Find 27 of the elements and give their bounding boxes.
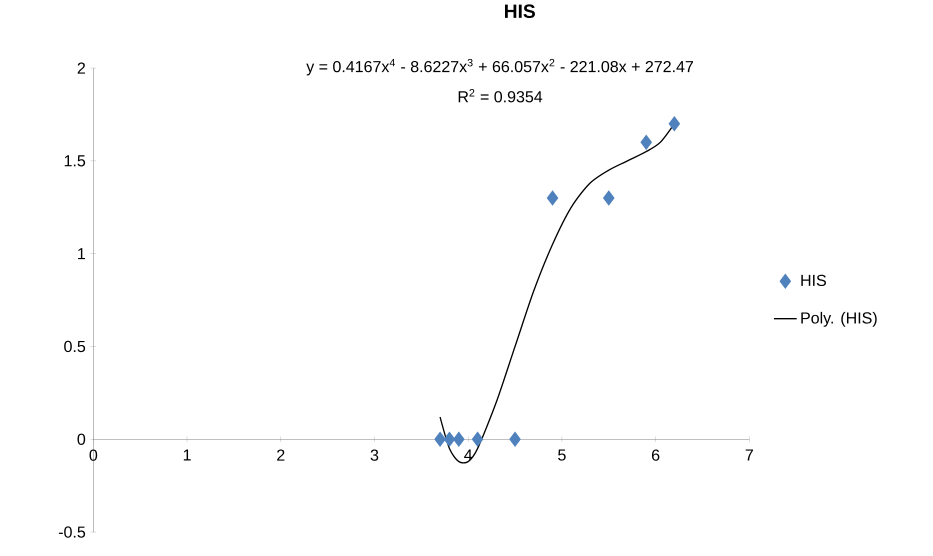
y-tick-label: 2 (78, 62, 85, 74)
x-tick-label: 3 (370, 449, 378, 461)
point (640, 134, 652, 150)
point (668, 116, 680, 132)
legend-label: HIS (801, 274, 826, 286)
y-tick-label: 1 (78, 248, 85, 260)
x-tick-label: 6 (652, 449, 660, 461)
y-tick-label: -0.5 (58, 526, 86, 538)
point (546, 190, 558, 206)
point (472, 432, 484, 447)
chart-title: HIS (505, 4, 535, 18)
y-tick-label: 0 (78, 434, 86, 445)
x-tick-label: 0 (90, 449, 98, 461)
annotation: R$^{2}$ = 0.9354 (458, 88, 542, 102)
x-tick-label: 2 (277, 449, 284, 461)
legend-label: Poly. (HIS) (801, 312, 877, 327)
point (602, 190, 615, 206)
point (434, 432, 446, 447)
annotation: y = 0.4167x$^{4}$ - 8.6227x$^{3}$ + 66.057x$^{2}$ - 221.08x + 272.47 (306, 58, 694, 76)
x-tick-label: 7 (746, 449, 753, 460)
x-tick-label: 1 (184, 449, 191, 460)
point (453, 432, 465, 447)
point (444, 432, 456, 447)
y-tick-label: 0.5 (64, 340, 86, 352)
x-tick-label: 5 (558, 449, 566, 461)
y-tick-label: 1.5 (64, 155, 86, 166)
point (509, 432, 521, 447)
